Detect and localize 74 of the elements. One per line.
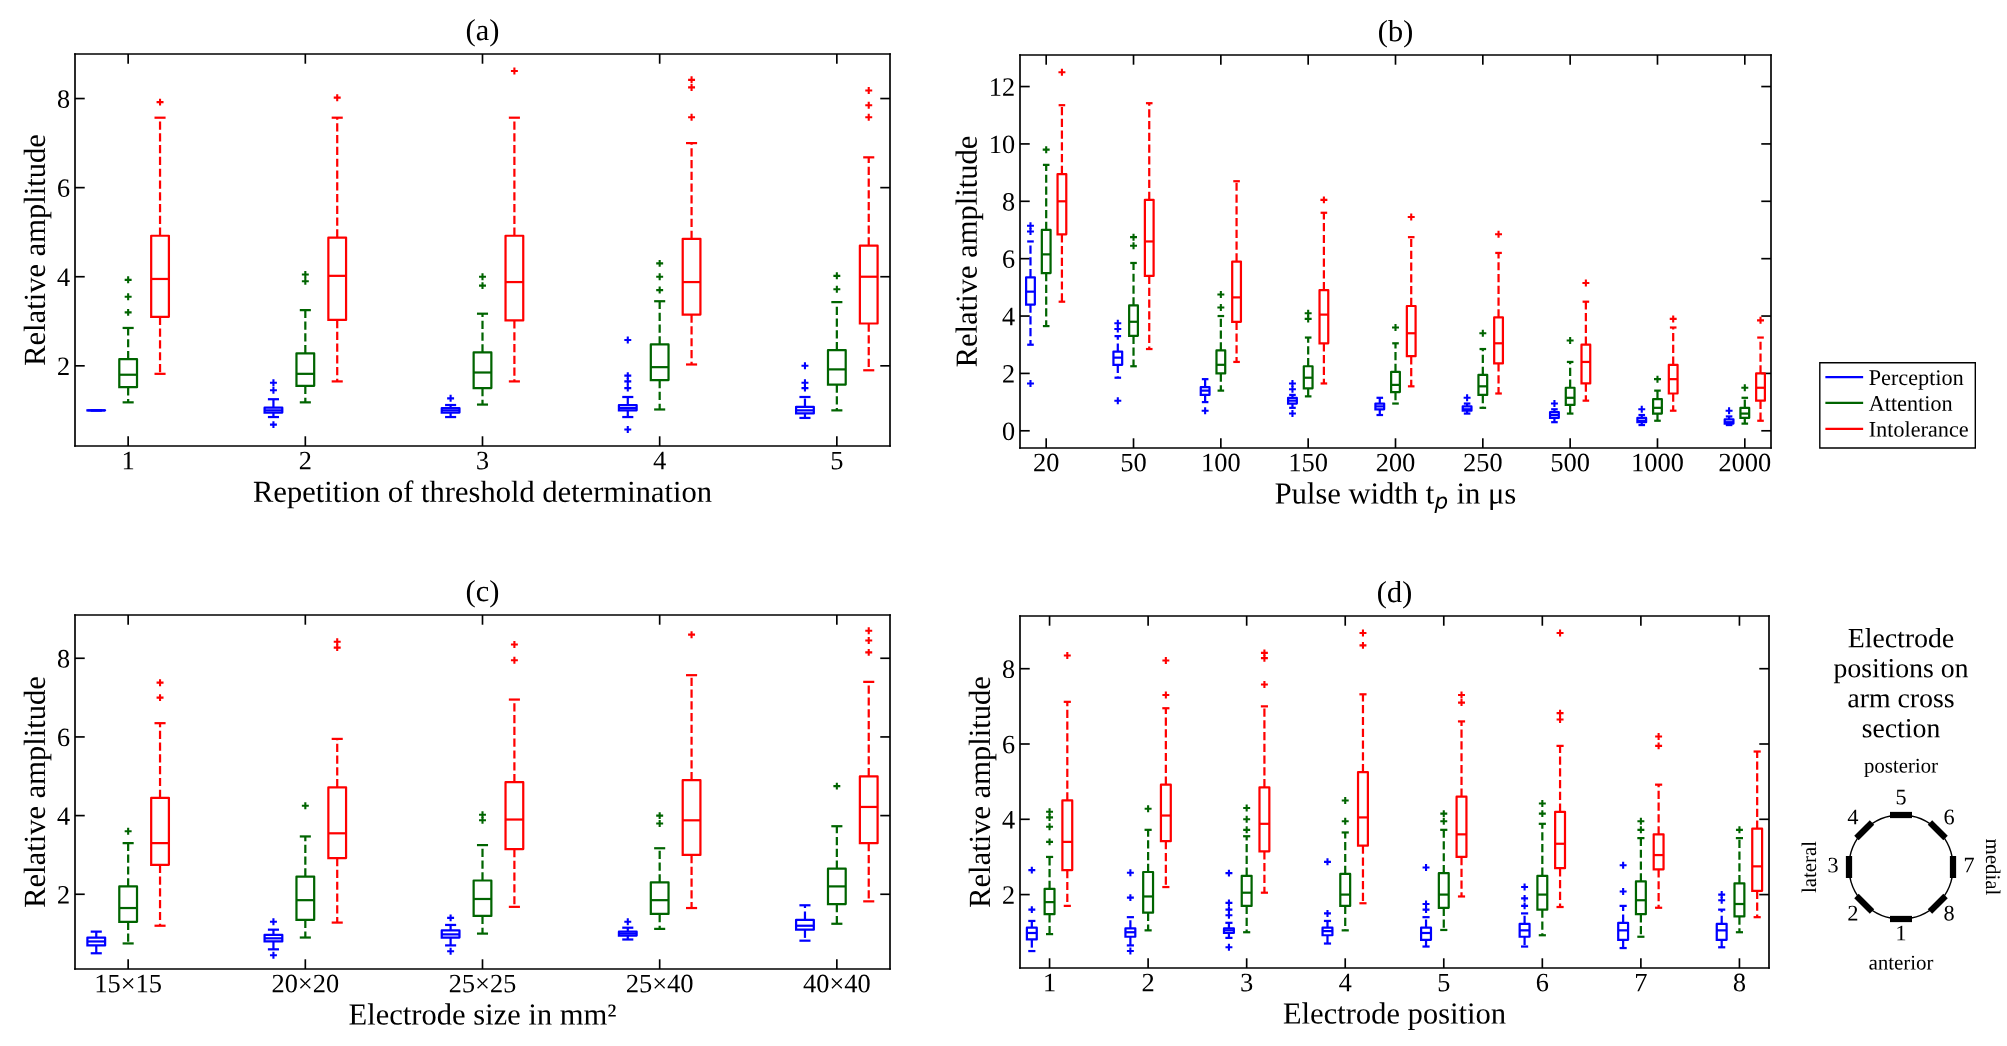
x-tick-label: 3: [477, 451, 489, 470]
x-tick-label: 25×40: [627, 974, 693, 993]
legend-label: Attention: [1868, 396, 1953, 411]
x-tick-label: 5: [1438, 973, 1450, 992]
x-tick-label: 3: [1241, 973, 1253, 992]
text: 7: [1964, 857, 1974, 873]
y-tick-label: 6: [58, 179, 70, 198]
y-tick-label: 2: [58, 885, 69, 904]
legend-label: Intolerance: [1869, 421, 1968, 437]
y-tick-label: 8: [57, 90, 70, 108]
y-tick-label: 6: [58, 728, 70, 747]
x-tick-label: 150: [1290, 453, 1327, 472]
text: 8: [1944, 905, 1954, 921]
x-tick-label: 4: [1339, 973, 1352, 992]
text: 6: [1944, 809, 1954, 825]
y-tick-label: 2: [1003, 886, 1014, 904]
y-tick-label: 6: [1003, 735, 1015, 754]
text: lateral: [1801, 841, 1817, 893]
chart-title: (d): [1378, 580, 1411, 609]
x-tick-label: 15×15: [96, 974, 161, 993]
x-tick-label: 1000: [1633, 453, 1683, 472]
x-tick-label: 20×20: [272, 974, 339, 993]
x-tick-label: 8: [1733, 973, 1746, 992]
y-tick-label: 10: [991, 135, 1015, 154]
y-tick-label: 4: [57, 268, 70, 286]
y-tick-label: 4: [57, 807, 70, 825]
y-tick-label: 6: [1003, 250, 1015, 269]
y-axis-title: Relative amplitude: [23, 135, 52, 365]
x-tick-label: 40×40: [803, 974, 870, 993]
x-tick-label: 6: [1536, 973, 1549, 992]
x-tick-label: 250: [1464, 453, 1502, 472]
y-tick-label: 4: [1002, 307, 1015, 326]
y-tick-label: 0: [1002, 422, 1015, 441]
text: 4: [1847, 809, 1859, 825]
y-tick-label: 2: [58, 357, 69, 375]
y-axis-title: Relative amplitude: [955, 136, 984, 367]
y-tick-label: 8: [1002, 660, 1015, 679]
x-tick-label: 500: [1551, 453, 1589, 472]
y-axis-title: Relative amplitude: [968, 677, 997, 907]
text: 2: [1848, 905, 1858, 921]
x-tick-label: 2: [1142, 973, 1154, 992]
x-tick-label: 20: [1034, 453, 1059, 472]
x-axis-title: Electrode size in mm²: [349, 1003, 616, 1025]
text: anterior: [1869, 955, 1934, 970]
x-tick-label: 5: [831, 451, 843, 470]
text: 5: [1896, 789, 1906, 805]
x-tick-label: 4: [653, 451, 666, 470]
y-tick-label: 8: [1002, 192, 1015, 211]
x-tick-label: 2: [299, 451, 311, 470]
text: medial: [1985, 839, 2001, 895]
y-tick-label: 4: [1002, 811, 1015, 829]
text: 3: [1828, 857, 1838, 873]
y-axis-title: Relative amplitude: [23, 677, 52, 907]
x-axis-title: Electrode position: [1283, 1002, 1506, 1031]
x-tick-label: 1: [123, 451, 134, 470]
x-tick-label: 25×25: [449, 974, 516, 993]
x-tick-label: 7: [1636, 973, 1647, 992]
x-axis-title: Repetition of threshold determination: [253, 480, 712, 509]
x-tick-label: 200: [1376, 453, 1415, 472]
chart-title: (b): [1379, 19, 1412, 48]
y-tick-label: 2: [1003, 365, 1014, 383]
x-tick-label: 50: [1121, 453, 1146, 472]
x-axis-title: Pulse width t$_{p}$ in μs: [1275, 482, 1516, 514]
y-tick-label: 8: [57, 649, 70, 668]
chart-title: (a): [466, 18, 499, 47]
legend-label: Perception: [1869, 370, 1964, 390]
x-tick-label: 2000: [1719, 453, 1771, 472]
text: posterior: [1864, 758, 1938, 777]
x-tick-label: 100: [1203, 453, 1240, 472]
y-tick-label: 12: [991, 78, 1014, 96]
x-tick-label: 1: [1045, 973, 1055, 992]
text: Electrode positions on arm cross section: [1833, 628, 1969, 738]
text: 1: [1897, 925, 1906, 941]
chart-title: (c): [466, 579, 499, 608]
